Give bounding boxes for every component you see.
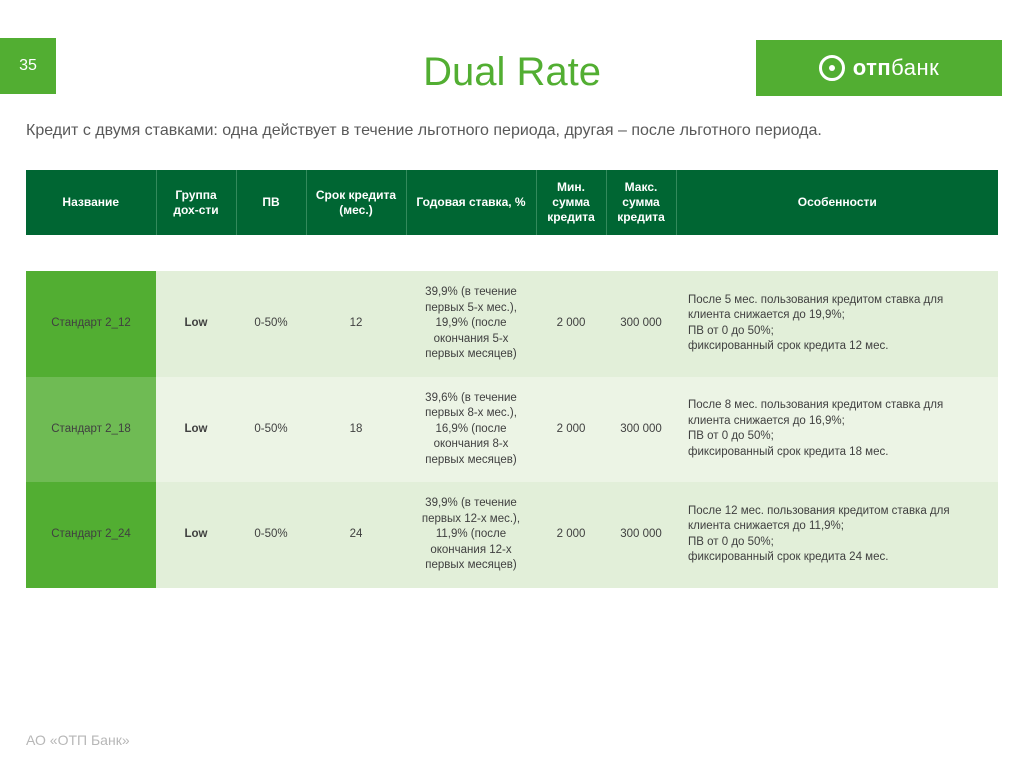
brand-logo-icon (819, 55, 845, 81)
cell-group: Low (156, 377, 236, 483)
cell-min: 2 000 (536, 377, 606, 483)
col-header-features: Особенности (676, 170, 998, 235)
cell-features: После 8 мес. пользования кредитом ставка… (676, 377, 998, 483)
cell-name: Стандарт 2_24 (26, 482, 156, 588)
cell-name: Стандарт 2_12 (26, 271, 156, 377)
cell-term: 24 (306, 482, 406, 588)
footer-text: АО «ОТП Банк» (26, 732, 130, 748)
col-header-group: Группа дох-сти (156, 170, 236, 235)
cell-pv: 0-50% (236, 377, 306, 483)
brand-name-bold: отп (853, 55, 891, 80)
col-header-rate: Годовая ставка, % (406, 170, 536, 235)
cell-rate: 39,6% (в течение первых 8-х мес.), 16,9%… (406, 377, 536, 483)
col-header-term: Срок кредита (мес.) (306, 170, 406, 235)
col-header-name: Название (26, 170, 156, 235)
cell-name: Стандарт 2_18 (26, 377, 156, 483)
cell-min: 2 000 (536, 271, 606, 377)
cell-min: 2 000 (536, 482, 606, 588)
col-header-min: Мин. сумма кредита (536, 170, 606, 235)
cell-pv: 0-50% (236, 271, 306, 377)
cell-term: 18 (306, 377, 406, 483)
cell-group: Low (156, 482, 236, 588)
col-header-pv: ПВ (236, 170, 306, 235)
cell-max: 300 000 (606, 377, 676, 483)
table-row: Стандарт 2_18 Low 0-50% 18 39,6% (в тече… (26, 377, 998, 483)
cell-features: После 5 мес. пользования кредитом ставка… (676, 271, 998, 377)
col-header-max: Макс. сумма кредита (606, 170, 676, 235)
brand-text: отпбанк (853, 55, 940, 81)
brand-name-light: банк (891, 55, 939, 80)
cell-term: 12 (306, 271, 406, 377)
cell-features: После 12 мес. пользования кредитом ставк… (676, 482, 998, 588)
cell-pv: 0-50% (236, 482, 306, 588)
cell-max: 300 000 (606, 482, 676, 588)
subtitle: Кредит с двумя ставками: одна действует … (26, 120, 998, 142)
cell-group: Low (156, 271, 236, 377)
cell-max: 300 000 (606, 271, 676, 377)
table-gap-row (26, 235, 998, 271)
table-header-row: Название Группа дох-сти ПВ Срок кредита … (26, 170, 998, 235)
table-row: Стандарт 2_24 Low 0-50% 24 39,9% (в тече… (26, 482, 998, 588)
brand-badge: отпбанк (756, 40, 1002, 96)
rates-table: Название Группа дох-сти ПВ Срок кредита … (26, 170, 998, 588)
table-row: Стандарт 2_12 Low 0-50% 12 39,9% (в тече… (26, 271, 998, 377)
cell-rate: 39,9% (в течение первых 5-х мес.), 19,9%… (406, 271, 536, 377)
cell-rate: 39,9% (в течение первых 12-х мес.), 11,9… (406, 482, 536, 588)
